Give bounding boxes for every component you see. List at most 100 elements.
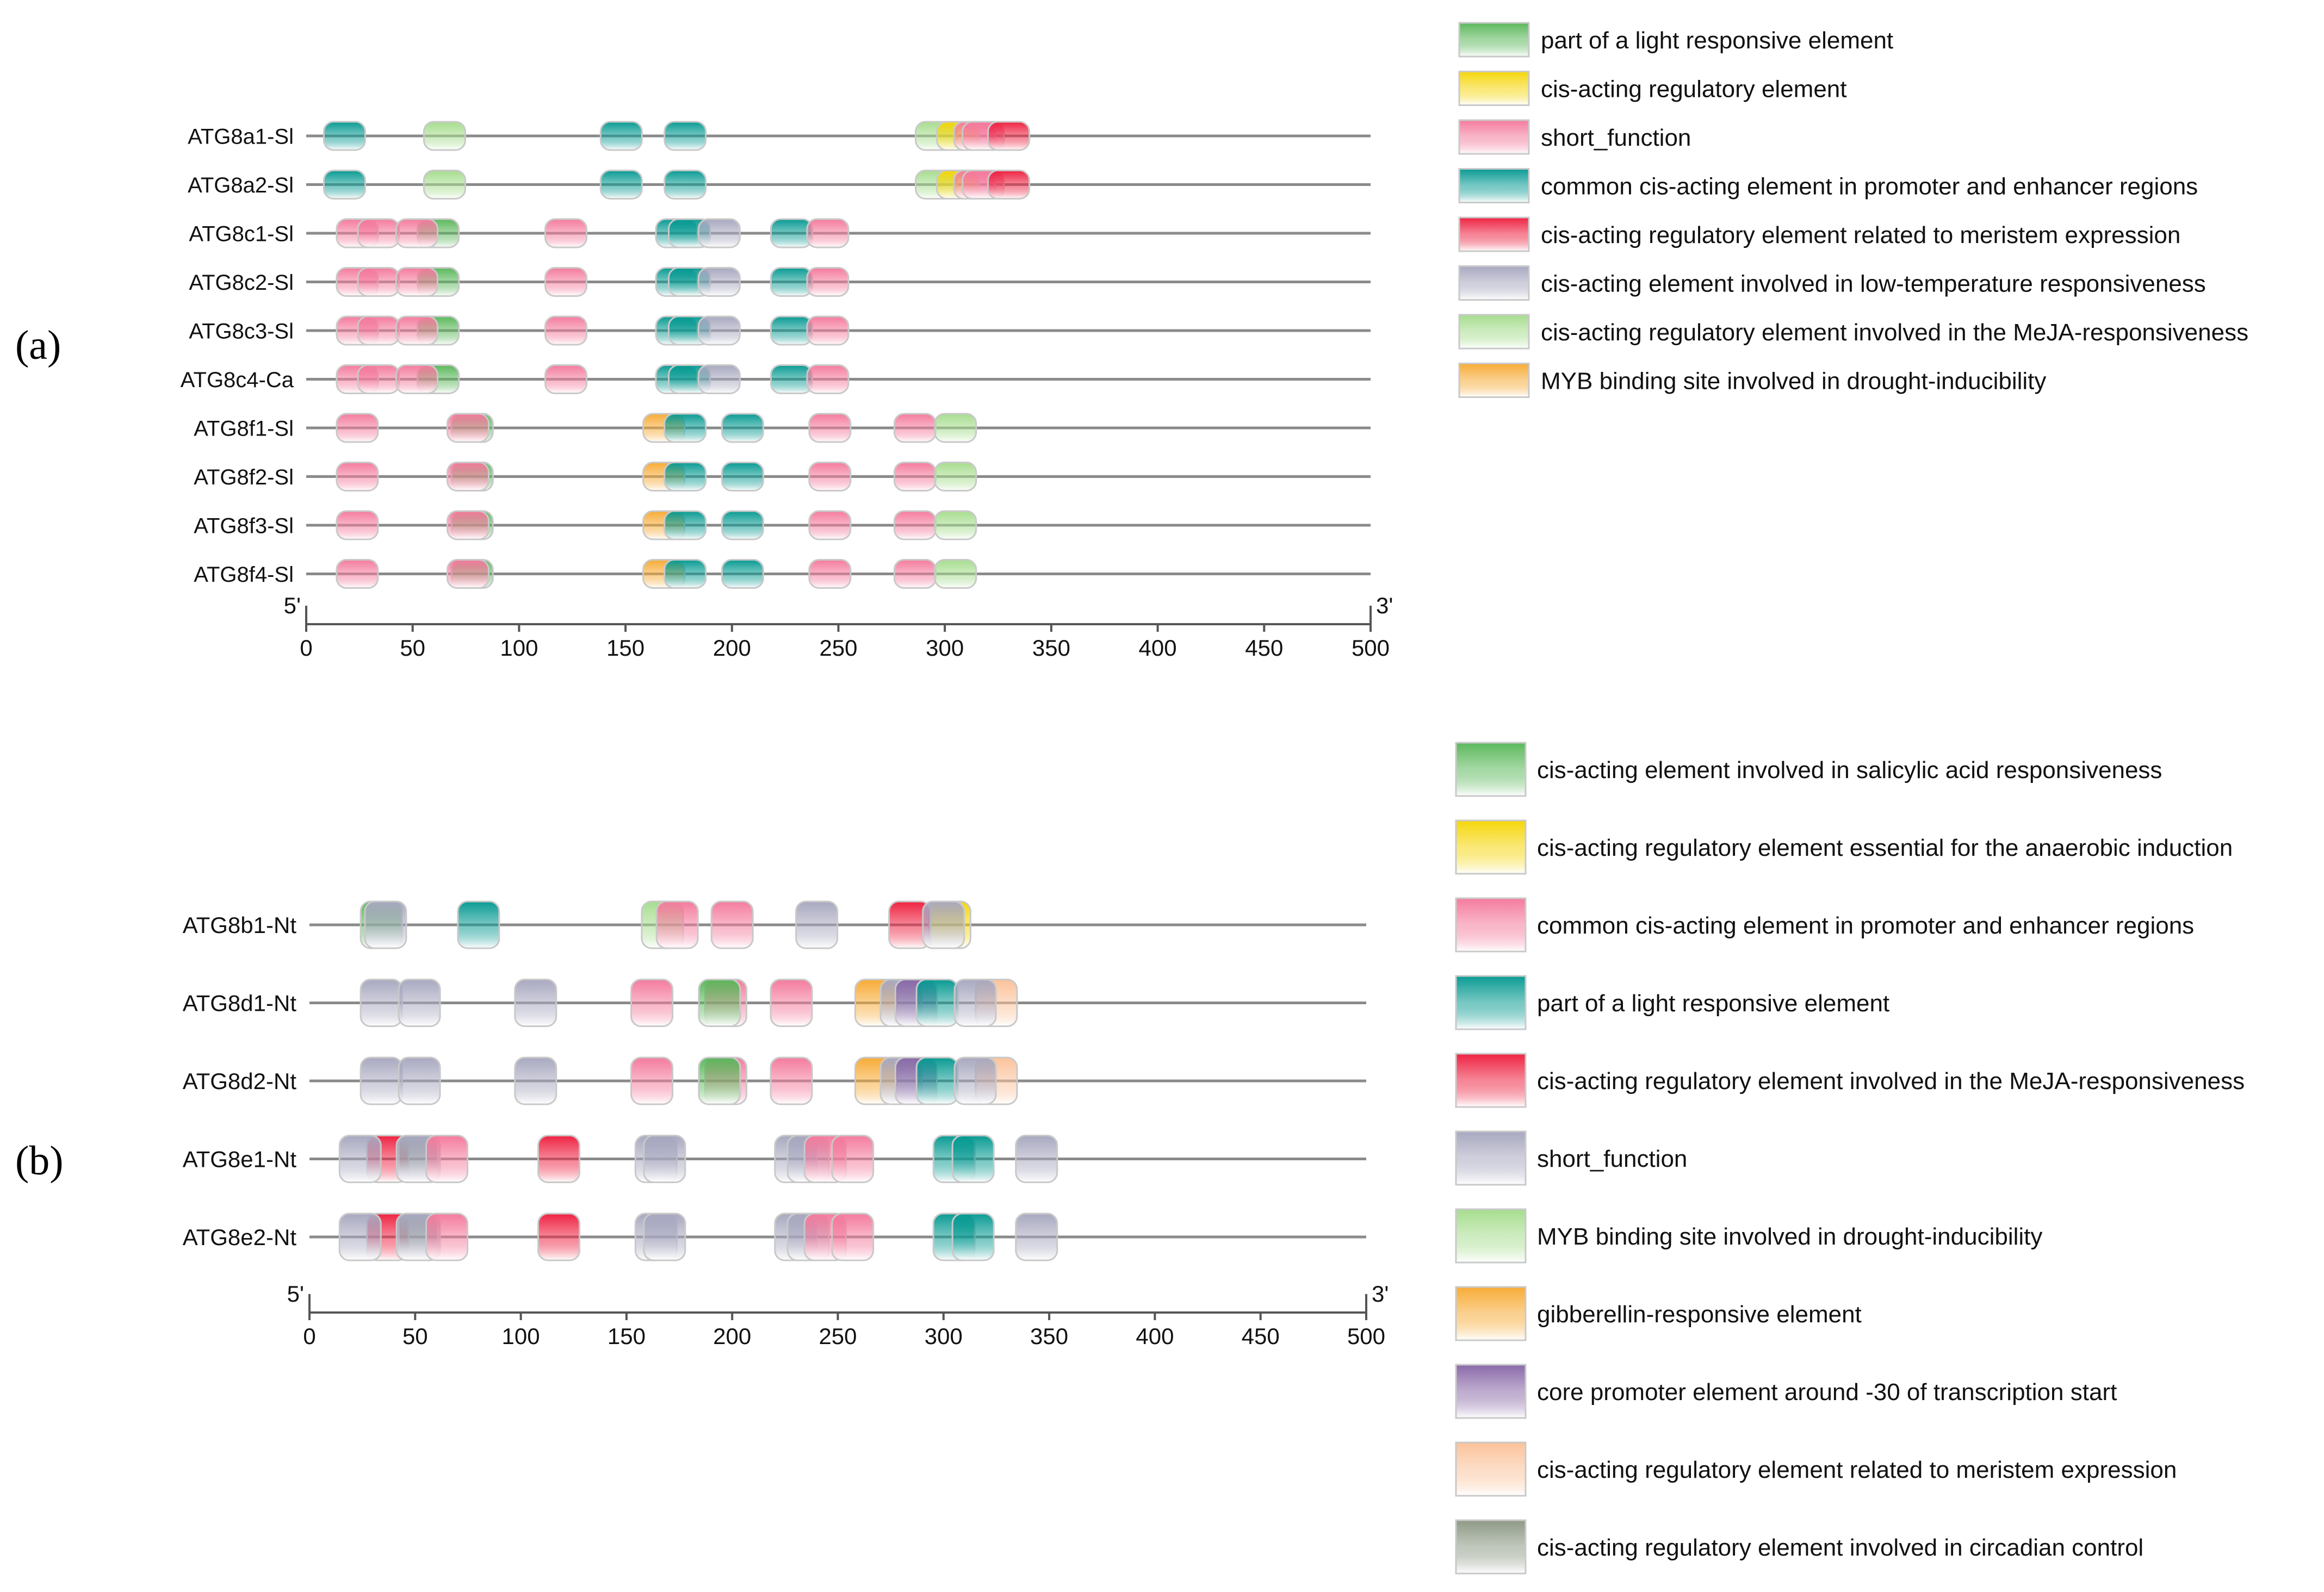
legend-label: short_function xyxy=(1541,125,1691,151)
gene-track-atg8e1-nt: ATG8e1-Nt xyxy=(183,1135,1366,1183)
element-short-function xyxy=(953,1056,997,1105)
legend-label: cis-acting element involved in low-tempe… xyxy=(1541,270,2206,297)
axis-tick-label: 150 xyxy=(608,1323,646,1349)
element-short-function xyxy=(446,559,489,589)
axis-tick-label: 0 xyxy=(303,1323,315,1349)
legend-swatch xyxy=(1458,119,1530,155)
axis-tick-label: 500 xyxy=(1347,1323,1385,1349)
legend-item-myb-drought: MYB binding site involved in drought-ind… xyxy=(1455,1208,2042,1264)
element-common-cis xyxy=(599,121,643,151)
gene-label: ATG8e1-Nt xyxy=(183,1147,297,1172)
element-short-function xyxy=(514,979,557,1027)
gene-track-atg8f3-sl: ATG8f3-Sl xyxy=(194,510,1371,540)
legend-swatch xyxy=(1455,1364,1527,1419)
legend-swatch xyxy=(1455,975,1527,1030)
legend-swatch xyxy=(1458,71,1530,106)
axis-tick-label: 450 xyxy=(1242,1323,1280,1349)
element-short-function xyxy=(808,510,852,540)
element-common-cis xyxy=(655,900,699,949)
panel-b-axis: 5' 3' 0 50 100 150 200 250 300 350 400 450 500 xyxy=(287,1281,1389,1349)
element-low-temp xyxy=(697,364,741,394)
legend-label: cis-acting regulatory element related to… xyxy=(1541,222,2180,248)
element-short-function xyxy=(398,1056,441,1105)
legend-swatch xyxy=(1458,265,1530,301)
element-meja xyxy=(537,1135,581,1183)
element-common-cis xyxy=(664,462,707,492)
element-common-cis xyxy=(599,170,643,200)
element-common-cis xyxy=(721,413,764,443)
legend-item-anaerobic: cis-acting regulatory element essential … xyxy=(1455,819,2233,875)
element-short-function xyxy=(795,900,839,949)
element-short-function xyxy=(360,979,403,1027)
panel-b-tracks: ATG8b1-Nt ATG8d1-Nt ATG8d2-Nt ATG8e1-Nt ATG8… xyxy=(183,900,1366,1261)
element-meja xyxy=(423,121,466,151)
panel-a-label: (a) xyxy=(15,322,61,368)
element-short-function xyxy=(953,979,997,1027)
element-short-function xyxy=(643,1135,686,1183)
element-short-function xyxy=(395,364,439,394)
element-short-function xyxy=(893,413,937,443)
element-light-part xyxy=(915,1056,959,1105)
element-meristem xyxy=(987,121,1031,151)
element-short-function xyxy=(398,979,441,1027)
element-common-cis xyxy=(323,170,366,200)
element-common-cis xyxy=(770,218,813,248)
legend-swatch xyxy=(1455,1208,1527,1264)
axis-tick-label: 300 xyxy=(925,1323,963,1349)
panel-a-tracks: ATG8a1-Sl ATG8a2-Sl ATG8c1-Sl ATG8c2-Sl ATG8… xyxy=(181,121,1371,589)
axis-tick-label: 250 xyxy=(819,1323,857,1349)
element-common-cis xyxy=(770,1056,813,1105)
element-short-function xyxy=(544,315,588,346)
axis-tick-label: 200 xyxy=(713,1323,751,1349)
gene-label: ATG8c4-Ca xyxy=(181,368,294,392)
element-common-cis xyxy=(770,315,813,346)
legend-label: MYB binding site involved in drought-ind… xyxy=(1541,368,2046,394)
element-short-function xyxy=(446,510,489,540)
legend-label: part of a light responsive element xyxy=(1537,990,1889,1017)
legend-label: cis-acting regulatory element involved i… xyxy=(1541,319,2248,346)
legend-item-salicylic: cis-acting element involved in salicylic… xyxy=(1455,742,2162,797)
legend-swatch xyxy=(1455,1441,1527,1497)
legend-label: cis-acting regulatory element essential … xyxy=(1537,835,2233,861)
element-short-function xyxy=(357,267,400,297)
gene-label: ATG8f4-Sl xyxy=(194,563,294,587)
gene-track-atg8e2-nt: ATG8e2-Nt xyxy=(183,1212,1366,1261)
element-short-function xyxy=(806,315,850,346)
element-common-cis xyxy=(721,462,764,492)
legend-item-meja: cis-acting regulatory element involved i… xyxy=(1455,1053,2245,1108)
element-common-cis xyxy=(425,1212,469,1261)
element-common-cis xyxy=(770,364,813,394)
gene-track-atg8d2-nt: ATG8d2-Nt xyxy=(183,1056,1366,1105)
legend-item-low-temp: cis-acting element involved in low-tempe… xyxy=(1458,265,2206,301)
panel-b-legend: cis-acting element involved in salicylic… xyxy=(1455,742,2245,1575)
gene-label: ATG8a1-Sl xyxy=(188,125,294,148)
element-short-function xyxy=(544,364,588,394)
gene-label: ATG8f2-Sl xyxy=(194,465,294,489)
axis-tick-label: 350 xyxy=(1032,635,1070,661)
axis-tick-label: 300 xyxy=(926,635,964,661)
legend-swatch xyxy=(1458,314,1530,350)
legend-item-short-function: short_function xyxy=(1458,119,1691,155)
element-common-cis xyxy=(664,413,707,443)
element-common-cis xyxy=(770,267,813,297)
legend-label: common cis-acting element in promoter an… xyxy=(1541,173,2198,200)
element-meja xyxy=(934,559,977,589)
axis-tick-label: 250 xyxy=(819,635,857,661)
axis-tick-label: 100 xyxy=(502,1323,540,1349)
element-short-function xyxy=(336,462,379,492)
gene-track-atg8f1-sl: ATG8f1-Sl xyxy=(194,413,1371,443)
element-common-cis xyxy=(664,559,707,589)
axis-tick-label: 500 xyxy=(1352,635,1390,661)
element-short-function xyxy=(808,413,852,443)
element-light-part xyxy=(915,979,959,1027)
panel-a: (a) ATG8a1-Sl ATG8a2-Sl ATG8c1-Sl ATG8c2-Sl… xyxy=(15,22,2248,661)
element-salicylic xyxy=(698,1056,741,1105)
legend-item-meristem: cis-acting regulatory element related to… xyxy=(1458,216,2180,252)
element-common-cis xyxy=(721,559,764,589)
element-short-function xyxy=(1015,1212,1058,1261)
element-short-function xyxy=(338,1212,382,1261)
legend-label: short_function xyxy=(1537,1146,1687,1172)
axis-tick-label: 200 xyxy=(713,635,751,661)
gene-label: ATG8d2-Nt xyxy=(183,1068,297,1094)
